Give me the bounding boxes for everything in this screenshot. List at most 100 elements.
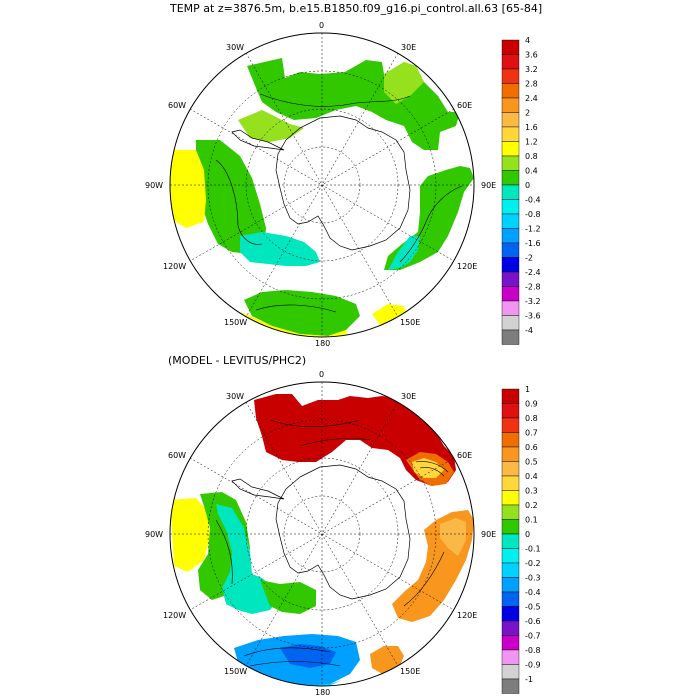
colorbar-swatch	[501, 649, 520, 665]
colorbar-tick-label: -1	[525, 675, 533, 684]
colorbar-tick-label: 0	[525, 530, 530, 539]
svg-text:90E: 90E	[481, 181, 496, 190]
east-antarctic-cold-field	[388, 236, 420, 270]
se-pacific-yellow-anomaly	[170, 498, 210, 572]
se-pacific-temperature-field	[196, 140, 266, 254]
colorbar-tick-label: -1.6	[525, 239, 541, 248]
colorbar-tick-label: 0.3	[525, 487, 538, 496]
svg-text:30E: 30E	[401, 392, 416, 401]
colorbar-tick-label: 0.4	[525, 167, 538, 176]
east-indian-yellow-anomaly	[440, 518, 466, 556]
svg-text:120E: 120E	[457, 262, 477, 271]
colorbar-swatch	[501, 271, 520, 287]
colorbar-tick-label: 2	[525, 109, 530, 118]
colorbar-tick-label: 0.9	[525, 400, 538, 409]
colorbar-swatch	[501, 83, 520, 99]
colorbar-tick-label: -0.3	[525, 574, 541, 583]
colorbar-tick-label: -3.6	[525, 312, 541, 321]
indian-ocean-yellow-anomaly	[412, 458, 444, 478]
antarctic-peninsula	[231, 129, 285, 151]
scotia-sea-field	[384, 62, 424, 104]
svg-text:30E: 30E	[401, 43, 416, 52]
svg-text:0: 0	[319, 21, 324, 30]
colorbar-swatch	[501, 141, 520, 157]
colorbar-swatch	[501, 315, 520, 331]
lower-colorbar: 1 0.9 0.8 0.7 0.6 0.5 0.4 0.3 0.2 0.1 0 -0.1 -0.2 -0.…	[501, 385, 541, 694]
colorbar-tick-label: 2.4	[525, 94, 538, 103]
colorbar-tick-label: 0	[525, 181, 530, 190]
svg-text:120W: 120W	[163, 611, 186, 620]
colorbar-swatch	[501, 678, 520, 694]
svg-text:150W: 150W	[224, 667, 247, 676]
colorbar-swatch	[501, 403, 520, 419]
colorbar-swatch	[501, 577, 520, 593]
colorbar-swatch	[501, 199, 520, 215]
colorbar-tick-label: -2.8	[525, 283, 541, 292]
colorbar-tick-label: -0.4	[525, 196, 541, 205]
svg-text:120W: 120W	[163, 262, 186, 271]
atlantic-light-green-field	[238, 110, 304, 142]
svg-text:90W: 90W	[145, 181, 163, 190]
colorbar-swatch	[501, 461, 520, 477]
colorbar-tick-label: 1.6	[525, 123, 538, 132]
antarctica-coastline	[275, 115, 411, 251]
colorbar-swatch	[501, 620, 520, 636]
upper-longitude-labels: 0 30E 60E 90E 120E 150E 180 150W 120W 90…	[145, 21, 496, 348]
colorbar-tick-label: 0.7	[525, 429, 538, 438]
colorbar-swatch	[501, 68, 520, 84]
colorbar-tick-label: -0.5	[525, 603, 541, 612]
colorbar-swatch	[501, 635, 520, 651]
colorbar-swatch	[501, 446, 520, 462]
lower-polar-map: 0 30E 60E 90E 120E 150E 180 150W 120W 90…	[145, 370, 541, 697]
svg-text:30W: 30W	[226, 43, 244, 52]
colorbar-tick-label: 0.2	[525, 501, 538, 510]
colorbar-swatch	[501, 504, 520, 520]
colorbar-tick-label: 0.5	[525, 458, 538, 467]
colorbar-tick-label: 0.4	[525, 472, 538, 481]
upper-polar-map: 0 30E 60E 90E 120E 150E 180 150W 120W 90…	[145, 21, 541, 348]
svg-text:60W: 60W	[168, 451, 186, 460]
svg-text:150E: 150E	[400, 318, 420, 327]
colorbar-tick-label: 3.2	[525, 65, 538, 74]
lower-longitude-labels: 0 30E 60E 90E 120E 150E 180 150W 120W 90…	[145, 370, 496, 697]
colorbar-swatch	[501, 97, 520, 113]
colorbar-swatch	[501, 490, 520, 506]
colorbar-swatch	[501, 300, 520, 316]
colorbar-tick-label: -0.4	[525, 588, 541, 597]
difference-map-title: (MODEL - LEVITUS/PHC2)	[168, 354, 307, 367]
colorbar-tick-label: 1	[525, 385, 530, 394]
svg-text:60W: 60W	[168, 101, 186, 110]
colorbar-tick-label: 4	[525, 36, 530, 45]
svg-text:150W: 150W	[224, 318, 247, 327]
colorbar-tick-label: 1.2	[525, 138, 538, 147]
amundsen-cold-field	[240, 232, 320, 266]
colorbar-tick-label: -3.2	[525, 297, 541, 306]
svg-text:120E: 120E	[457, 611, 477, 620]
colorbar-swatch	[501, 329, 520, 345]
svg-text:150E: 150E	[400, 667, 420, 676]
colorbar-tick-label: -2.4	[525, 268, 541, 277]
map-title: TEMP at z=3876.5m, b.e15.B1850.f09_g16.p…	[170, 2, 543, 15]
atlantic-warm-anomaly	[254, 394, 456, 486]
svg-text:180: 180	[315, 339, 330, 348]
antarctica-coastline	[275, 464, 411, 600]
colorbar-tick-label: -0.9	[525, 661, 541, 670]
colorbar-swatch	[501, 54, 520, 70]
colorbar-swatch	[501, 242, 520, 258]
svg-text:0: 0	[319, 370, 324, 379]
colorbar-swatch	[501, 664, 520, 680]
colorbar-tick-label: 0.8	[525, 414, 538, 423]
colorbar-tick-label: -0.6	[525, 617, 541, 626]
colorbar-swatch	[501, 184, 520, 200]
colorbar-tick-label: -1.2	[525, 225, 541, 234]
colorbar-tick-label: 0.8	[525, 152, 538, 161]
svg-text:90E: 90E	[481, 530, 496, 539]
colorbar-tick-label: 2.8	[525, 80, 538, 89]
colorbar-swatch	[501, 213, 520, 229]
colorbar-tick-label: -2	[525, 254, 533, 263]
svg-text:180: 180	[315, 688, 330, 697]
colorbar-swatch	[501, 548, 520, 564]
colorbar-swatch	[501, 286, 520, 302]
svg-text:60E: 60E	[457, 101, 472, 110]
